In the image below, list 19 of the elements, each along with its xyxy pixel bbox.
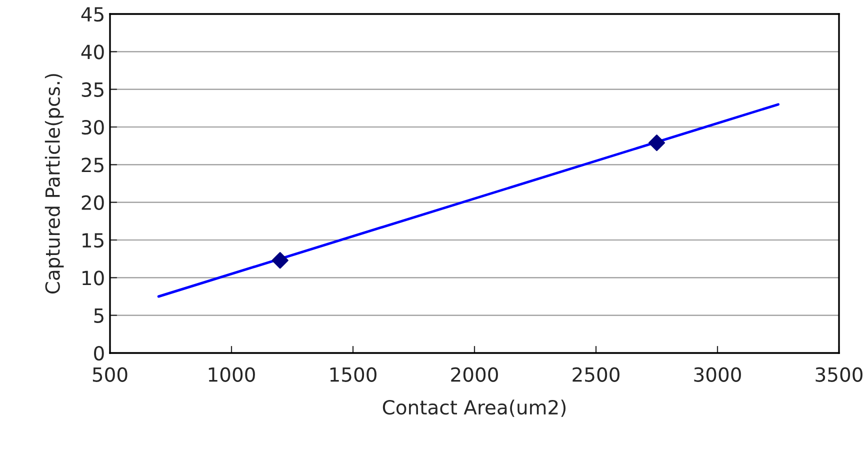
y-tick-label: 40 <box>81 44 104 60</box>
y-tick-label: 0 <box>94 346 104 361</box>
x-tick-label: 500 <box>92 367 128 382</box>
x-tick-label: 2000 <box>451 367 498 382</box>
y-tick-label: 30 <box>82 120 104 135</box>
x-axis-title: Contact Area(um2) <box>382 400 566 417</box>
y-tick-label: 20 <box>82 195 104 210</box>
y-tick-label: 35 <box>82 82 104 97</box>
x-tick-label: 3000 <box>694 367 741 382</box>
y-tick-label: 15 <box>82 233 104 248</box>
x-tick-label: 1000 <box>208 367 255 382</box>
x-tick-label: 3500 <box>816 367 862 382</box>
y-tick-label: 25 <box>82 158 104 172</box>
y-axis-title: Captured Particle(pcs.) <box>44 74 64 294</box>
x-tick-label: 1500 <box>330 367 376 382</box>
y-tick-label: 5 <box>94 308 104 323</box>
y-tick-label: 45 <box>81 7 104 22</box>
y-tick-label: 10 <box>82 270 104 286</box>
x-tick-label: 2500 <box>572 367 620 382</box>
